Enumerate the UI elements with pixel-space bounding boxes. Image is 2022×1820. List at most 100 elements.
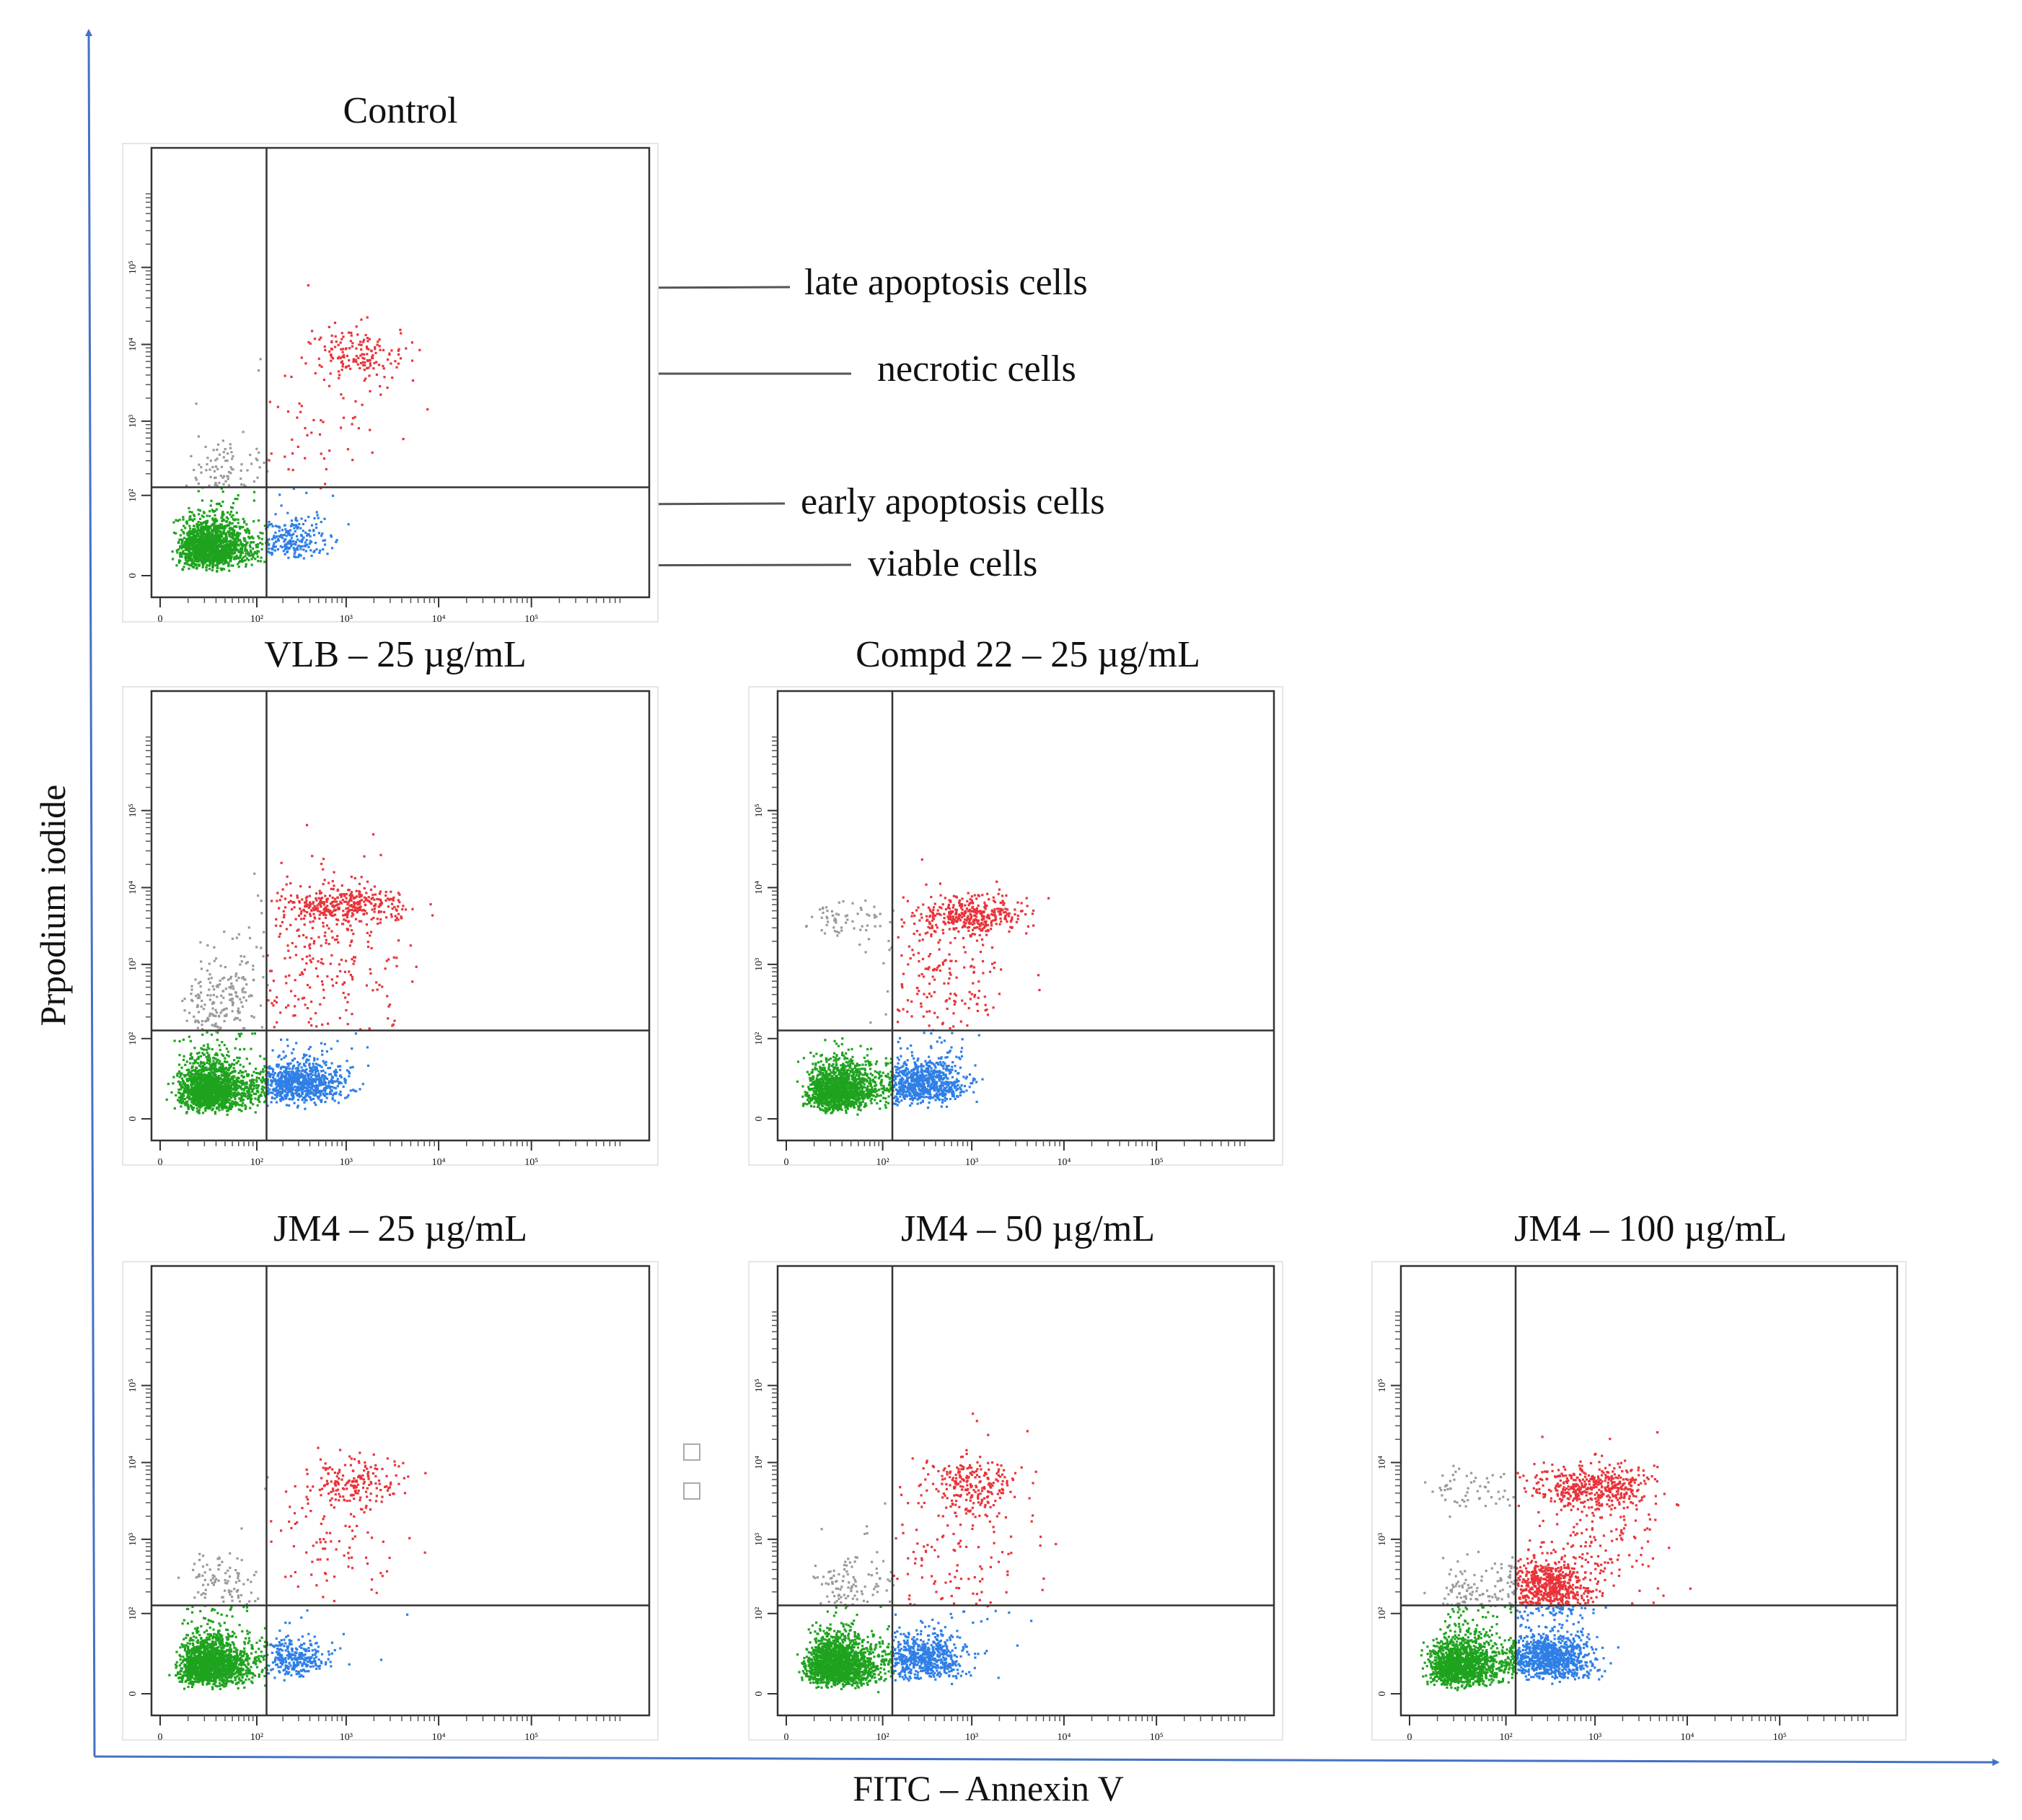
event-dot	[290, 1084, 294, 1087]
event-dot	[320, 1099, 323, 1102]
event-dot	[314, 1078, 317, 1081]
event-dot	[208, 564, 211, 567]
event-dot	[278, 493, 281, 496]
event-dot	[229, 532, 232, 535]
event-dot	[315, 967, 317, 970]
event-dot	[285, 1104, 289, 1107]
event-dot	[182, 551, 185, 554]
event-dot	[287, 532, 290, 535]
event-dot	[278, 1090, 281, 1094]
event-dot	[248, 537, 251, 540]
event-dot	[250, 1081, 252, 1084]
event-dot	[222, 451, 225, 454]
event-dot	[283, 374, 286, 377]
event-dot	[211, 1104, 214, 1107]
event-dot	[274, 1083, 278, 1086]
event-dot	[199, 548, 203, 551]
event-dot	[395, 964, 398, 967]
event-dot	[307, 1092, 311, 1095]
event-dot	[263, 1078, 266, 1081]
event-dot	[221, 535, 224, 538]
event-dot	[252, 537, 255, 540]
y-axis-arrow	[85, 29, 96, 1757]
event-dot	[191, 519, 194, 522]
event-dot	[348, 894, 351, 897]
event-dot	[203, 1081, 206, 1084]
event-dot	[212, 510, 215, 513]
event-dot	[354, 918, 357, 920]
event-dot	[369, 428, 372, 431]
event-dot	[400, 332, 403, 335]
event-dot	[377, 905, 380, 908]
event-dot	[222, 1069, 225, 1072]
event-dot	[352, 962, 355, 965]
event-dot	[227, 1068, 230, 1071]
event-dot	[249, 549, 252, 552]
event-dot	[343, 894, 346, 897]
event-dot	[402, 438, 405, 441]
event-dot	[203, 521, 206, 524]
event-dot	[191, 1099, 194, 1102]
event-dot	[268, 548, 271, 550]
event-dot	[324, 909, 327, 913]
event-dot	[353, 876, 356, 879]
event-dot	[230, 564, 233, 567]
event-dot	[188, 567, 190, 570]
event-dot	[207, 1094, 210, 1098]
event-dot	[206, 457, 209, 460]
event-dot	[293, 548, 296, 552]
event-dot	[312, 529, 315, 532]
event-dot	[323, 345, 326, 348]
event-dot	[291, 438, 294, 441]
event-dot	[294, 519, 297, 522]
event-dot	[214, 1069, 217, 1072]
event-dot	[191, 1083, 194, 1086]
event-dot	[324, 348, 327, 351]
event-dot	[227, 548, 230, 550]
event-dot	[388, 353, 391, 356]
event-dot	[248, 1062, 251, 1065]
event-dot	[239, 555, 242, 558]
event-dot	[263, 1058, 265, 1060]
event-dot	[274, 540, 278, 543]
event-dot	[370, 918, 373, 920]
event-dot	[307, 1021, 310, 1024]
event-dot	[183, 1055, 185, 1058]
event-dot	[285, 542, 288, 545]
event-dot	[221, 556, 224, 560]
event-dot	[206, 463, 208, 466]
event-dot	[326, 975, 329, 978]
event-dot	[255, 1068, 258, 1071]
event-dot	[216, 1093, 219, 1096]
event-dot	[281, 537, 284, 540]
event-dot	[190, 1065, 193, 1068]
event-dot	[322, 1074, 325, 1077]
event-dot	[283, 1056, 286, 1059]
event-dot	[252, 491, 256, 493]
event-dot	[200, 1047, 203, 1050]
event-dot	[294, 524, 296, 527]
event-dot	[194, 1091, 197, 1094]
event-dot	[351, 459, 354, 462]
event-dot	[289, 529, 292, 532]
event-dot	[355, 347, 358, 350]
event-dot	[197, 509, 200, 511]
event-dot	[330, 1062, 333, 1065]
event-dot	[281, 529, 284, 532]
event-dot	[203, 1076, 206, 1078]
event-dot	[188, 548, 191, 551]
event-dot	[258, 550, 260, 553]
event-dot	[207, 546, 211, 550]
event-dot	[293, 555, 296, 558]
event-dot	[305, 900, 308, 902]
event-dot	[225, 524, 228, 527]
event-dot	[207, 1102, 210, 1104]
event-dot	[216, 564, 219, 567]
event-dot	[404, 908, 408, 911]
event-dot	[228, 1106, 231, 1109]
event-dot	[239, 532, 242, 535]
event-dot	[325, 941, 328, 944]
event-dot	[207, 553, 210, 555]
event-dot	[257, 543, 260, 546]
event-dot	[242, 517, 245, 521]
